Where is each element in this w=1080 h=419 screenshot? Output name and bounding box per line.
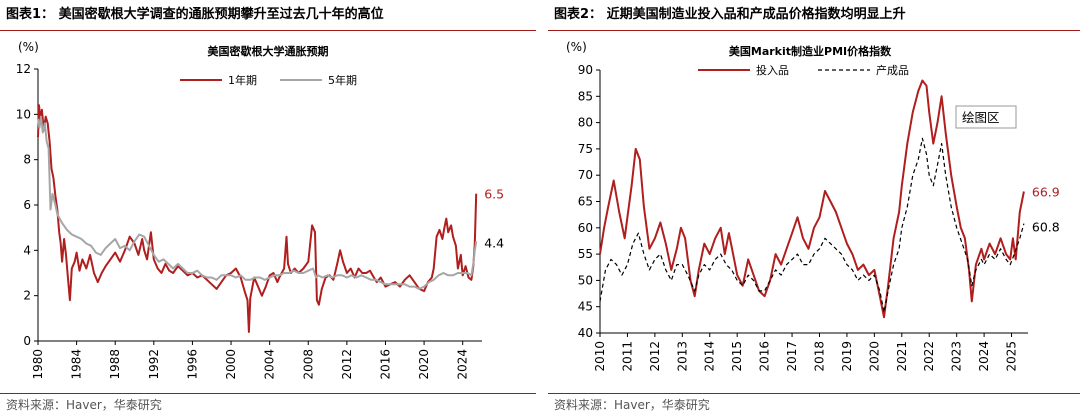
x-tick-label: 2024	[977, 341, 991, 372]
x-tick-label: 2004	[263, 349, 277, 380]
left-figure-title: 图表1： 美国密歇根大学调查的通胀预期攀升至过去几十年的高位	[6, 7, 384, 22]
x-tick-label: 2019	[840, 341, 854, 372]
x-tick-label: 1996	[185, 349, 199, 380]
series-line-1	[599, 79, 1025, 319]
x-tick-label: 2008	[301, 349, 315, 380]
end-value-label-2: 4.4	[484, 235, 504, 250]
x-tick-label: 2014	[703, 341, 717, 372]
y-tick-label: 40	[578, 326, 593, 340]
x-tick-label: 2018	[812, 341, 826, 372]
y-tick-label: 80	[578, 116, 593, 130]
left-legend: 1年期 5年期	[180, 73, 357, 87]
x-tick-label: 2024	[456, 349, 470, 380]
left-line-chart: (%) 美国密歇根大学通胀预期 1年期 5年期 0 2 4 6 8 10 12 1980 1984…	[16, 40, 504, 380]
x-tick-label: 2020	[867, 341, 881, 372]
x-tick-label: 2000	[224, 349, 238, 380]
y-tick-label: 12	[16, 62, 31, 76]
end-value-label-2: 60.8	[1032, 220, 1060, 235]
x-tick-label: 2020	[417, 349, 431, 380]
y-tick-label: 50	[578, 273, 593, 287]
x-tick-label: 2016	[758, 341, 772, 372]
right-unit-label: (%)	[566, 40, 587, 54]
plot-area-tag-text: 绘图区	[962, 110, 1000, 125]
y-tick-label: 65	[578, 195, 593, 209]
y-tick-label: 10	[16, 107, 31, 121]
x-tick-label: 2012	[648, 341, 662, 372]
y-tick-label: 90	[578, 63, 593, 77]
x-tick-label: 2015	[730, 341, 744, 372]
y-tick-label: 6	[23, 198, 31, 212]
right-source-note: 资料来源：Haver，华泰研究	[554, 398, 710, 412]
end-value-label-1: 6.5	[484, 187, 504, 202]
x-tick-label: 2011	[620, 341, 634, 372]
x-tick-label: 2016	[378, 349, 392, 380]
y-tick-label: 85	[578, 89, 593, 103]
legend-label-1: 投入品	[756, 63, 789, 77]
x-tick-label: 2025	[1005, 341, 1019, 372]
right-legend: 投入品 产成品	[698, 63, 909, 77]
right-title-rule	[548, 30, 1080, 31]
right-inner-title: 美国Markit制造业PMI价格指数	[729, 44, 892, 58]
y-tick-label: 75	[578, 142, 593, 156]
x-tick-label: 1980	[31, 349, 45, 380]
left-series-group	[37, 104, 478, 333]
y-tick-label: 0	[23, 334, 31, 348]
plot-area-tag: 绘图区	[955, 105, 1017, 129]
left-end-labels: 6.5 4.4	[484, 187, 504, 251]
x-tick-label: 2013	[675, 341, 689, 372]
x-tick-label: 2012	[340, 349, 354, 380]
y-tick-label: 60	[578, 221, 593, 235]
x-tick-label: 2023	[950, 341, 964, 372]
left-unit-label: (%)	[18, 40, 39, 54]
y-tick-label: 70	[578, 168, 593, 182]
left-source-note: 资料来源：Haver，华泰研究	[6, 398, 162, 412]
y-tick-label: 4	[23, 243, 31, 257]
right-bottom-rule	[548, 393, 1080, 394]
y-tick-label: 2	[23, 289, 31, 303]
right-figure-title: 图表2： 近期美国制造业投入品和产成品价格指数均明显上升	[554, 7, 906, 22]
right-chart-panel: 图表2： 近期美国制造业投入品和产成品价格指数均明显上升 (%) 美国Marki…	[548, 0, 1080, 419]
end-value-label-1: 66.9	[1032, 185, 1060, 200]
left-inner-title: 美国密歇根大学通胀预期	[208, 44, 329, 58]
series-line-1	[37, 104, 478, 333]
series-line-2	[599, 137, 1025, 313]
y-tick-label: 55	[578, 247, 593, 261]
x-tick-label: 2022	[922, 341, 936, 372]
legend-label-2: 产成品	[876, 63, 909, 77]
left-chart-panel: 图表1： 美国密歇根大学调查的通胀预期攀升至过去几十年的高位 (%) 美国密歇根…	[0, 0, 536, 419]
right-end-labels: 66.9 60.8	[1032, 185, 1060, 235]
x-tick-label: 1992	[147, 349, 161, 380]
right-axes: 40 45 50 55 60 65 70 75 80 85 90 2010 2011 2012 2013 20…	[578, 63, 1028, 372]
left-title-rule	[0, 30, 536, 31]
right-line-chart: (%) 美国Markit制造业PMI价格指数 投入品 产成品 40 45 50 55 60…	[566, 40, 1060, 372]
y-tick-label: 45	[578, 300, 593, 314]
legend-label-1: 1年期	[228, 73, 257, 87]
left-axes: 0 2 4 6 8 10 12 1980 1984 1988 1992 1996 2000 2004 200…	[16, 62, 482, 380]
legend-label-2: 5年期	[328, 73, 357, 87]
x-tick-label: 2010	[593, 341, 607, 372]
right-series-group	[599, 79, 1025, 319]
x-tick-label: 2021	[895, 341, 909, 372]
left-bottom-rule	[0, 393, 536, 394]
x-tick-label: 1988	[108, 349, 122, 380]
x-tick-label: 2017	[785, 341, 799, 372]
x-tick-label: 1984	[70, 349, 84, 380]
y-tick-label: 8	[23, 153, 31, 167]
series-line-2	[37, 115, 478, 290]
